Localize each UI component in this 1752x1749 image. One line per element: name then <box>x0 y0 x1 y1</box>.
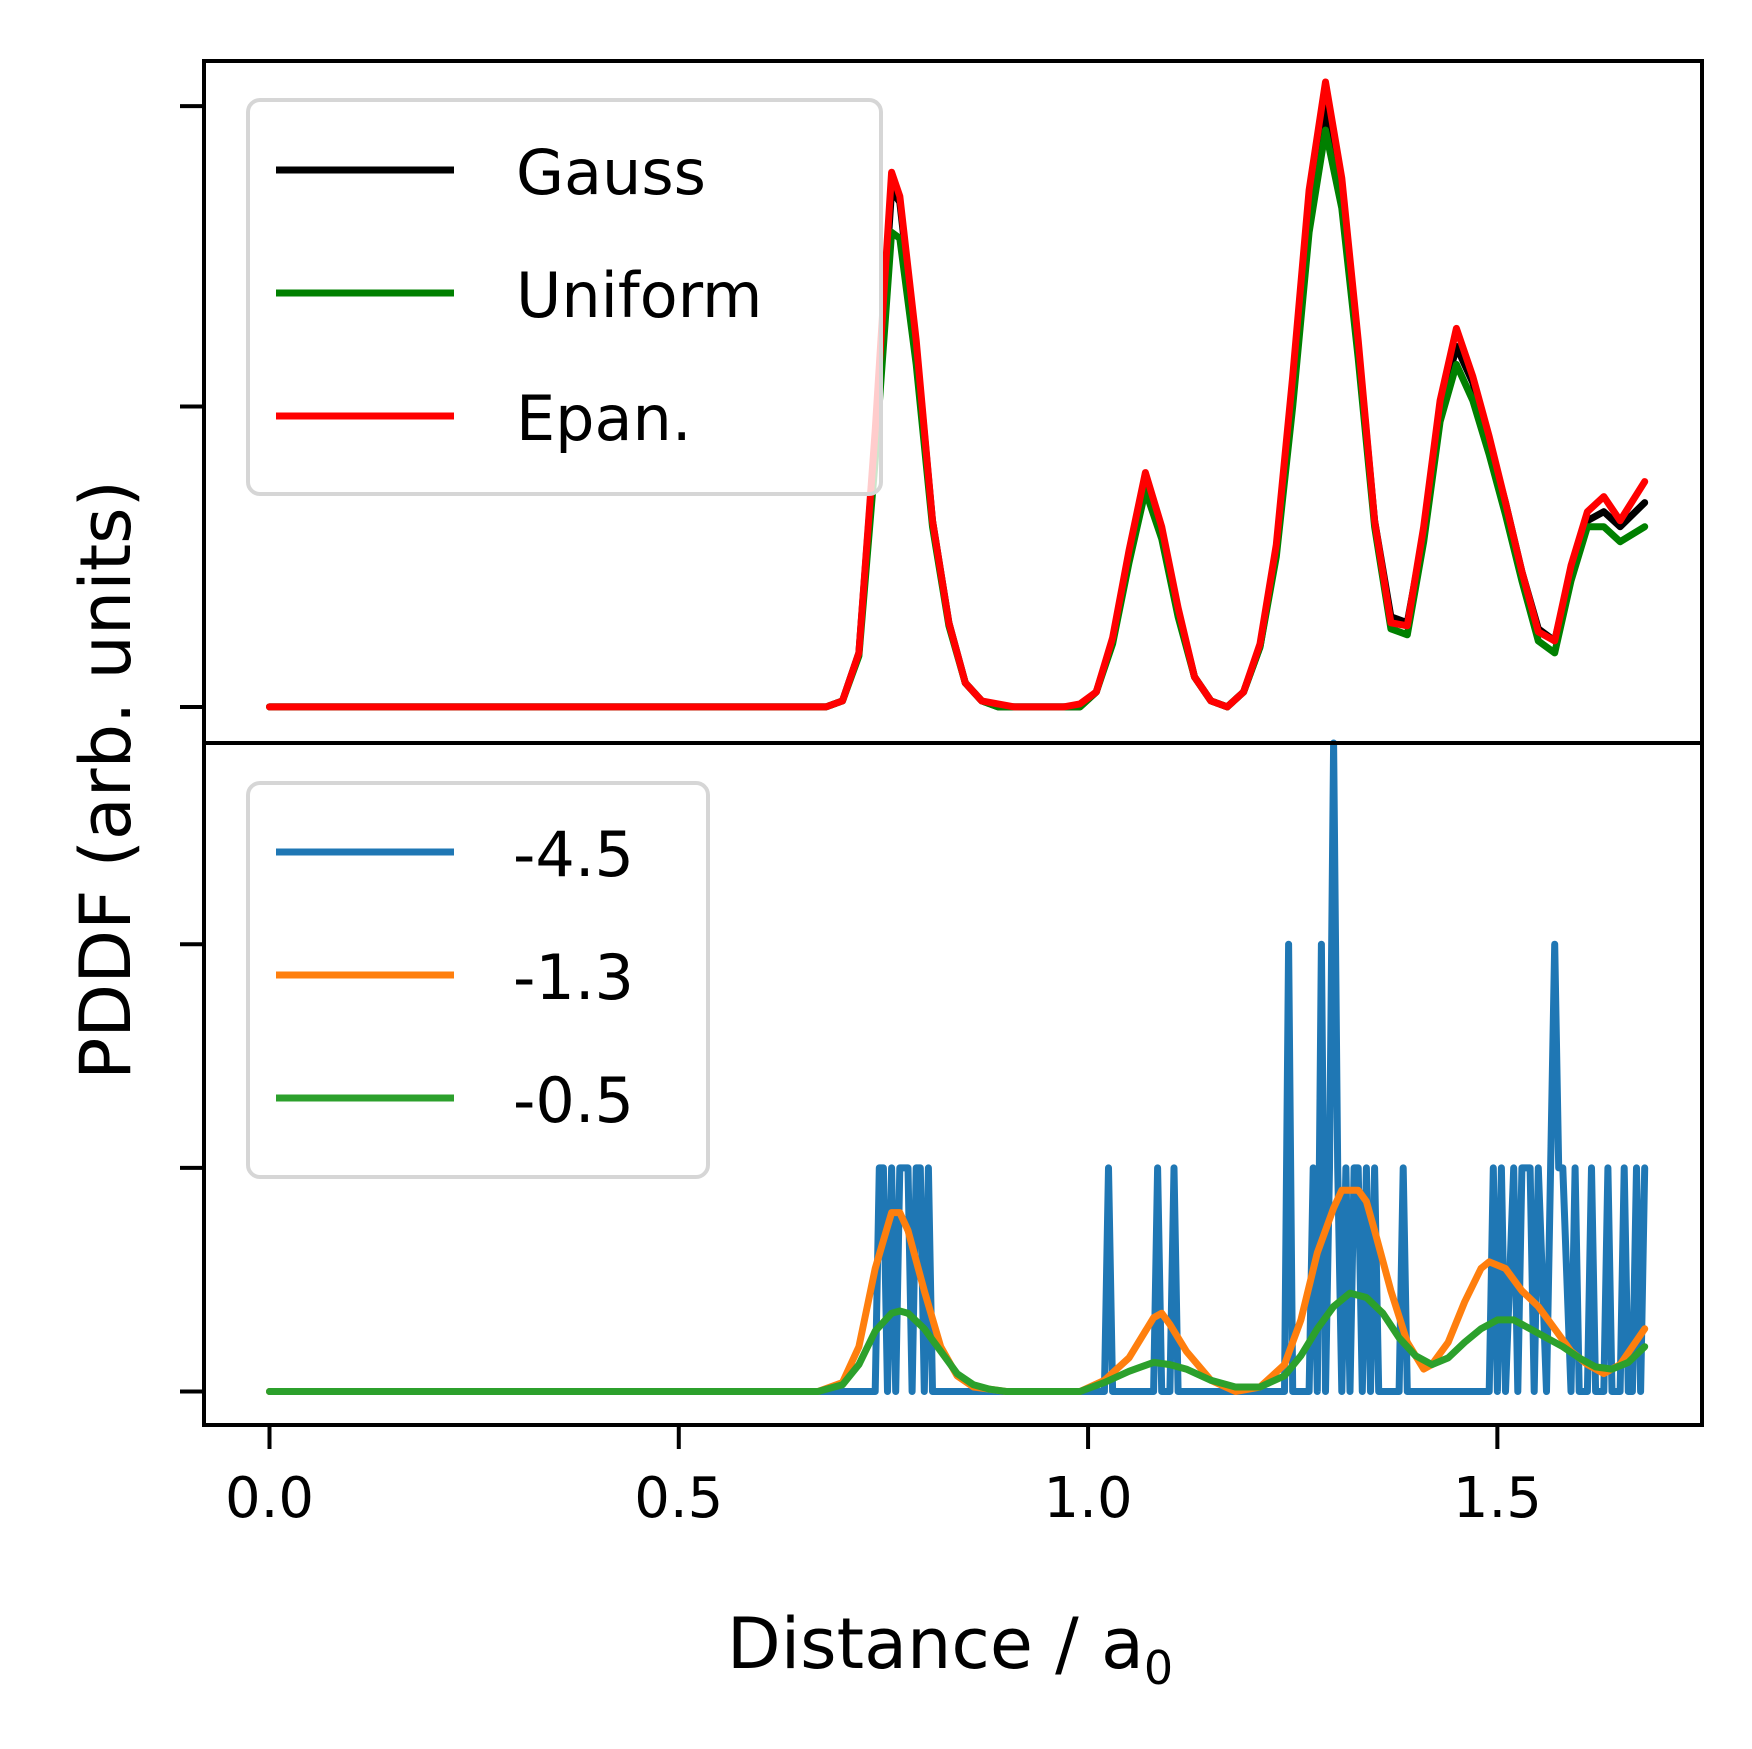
series-line-minus-1-3 <box>266 1186 1649 1395</box>
legend-label-minus-0-5: -0.5 <box>513 1064 634 1137</box>
top-legend-box <box>246 98 883 496</box>
x-axis-ticks: 0.0 0.5 1.0 1.5 <box>225 1425 1542 1531</box>
x-tick-label: 0.5 <box>634 1466 723 1531</box>
x-axis-label-main: Distance / a <box>727 1603 1144 1685</box>
x-tick-label: 0.0 <box>225 1466 314 1531</box>
legend-label-minus-1-3: -1.3 <box>513 941 634 1014</box>
bottom-legend-box <box>246 781 710 1179</box>
top-series-lines <box>266 78 1649 711</box>
x-axis-label-subscript: 0 <box>1144 1641 1173 1695</box>
bottom-series-lines <box>266 739 1649 1395</box>
legend-label-gauss: Gauss <box>516 136 706 209</box>
series-line-minus-4-5 <box>266 739 1649 1395</box>
series-line-epan <box>266 78 1649 711</box>
series-line-minus-0-5 <box>266 1289 1649 1395</box>
bottom-panel: -4.5 -1.3 -0.5 <box>180 739 1704 1427</box>
bottom-y-ticks <box>180 942 204 1394</box>
top-legend: Gauss Uniform Epan. <box>246 98 883 496</box>
top-panel: Gauss Uniform Epan. <box>180 59 1704 745</box>
legend-label-epan: Epan. <box>516 382 692 455</box>
legend-label-minus-4-5: -4.5 <box>513 818 634 891</box>
x-axis-label: Distance / a0 <box>727 1603 1173 1695</box>
bottom-axes-frame <box>202 741 1704 1427</box>
y-axis-label: PDDF (arb. units) <box>65 480 147 1080</box>
bottom-legend: -4.5 -1.3 -0.5 <box>246 781 710 1179</box>
x-tick-label: 1.5 <box>1453 1466 1542 1531</box>
legend-label-uniform: Uniform <box>516 259 762 332</box>
x-tick-label: 1.0 <box>1044 1466 1133 1531</box>
top-y-ticks <box>180 104 204 709</box>
